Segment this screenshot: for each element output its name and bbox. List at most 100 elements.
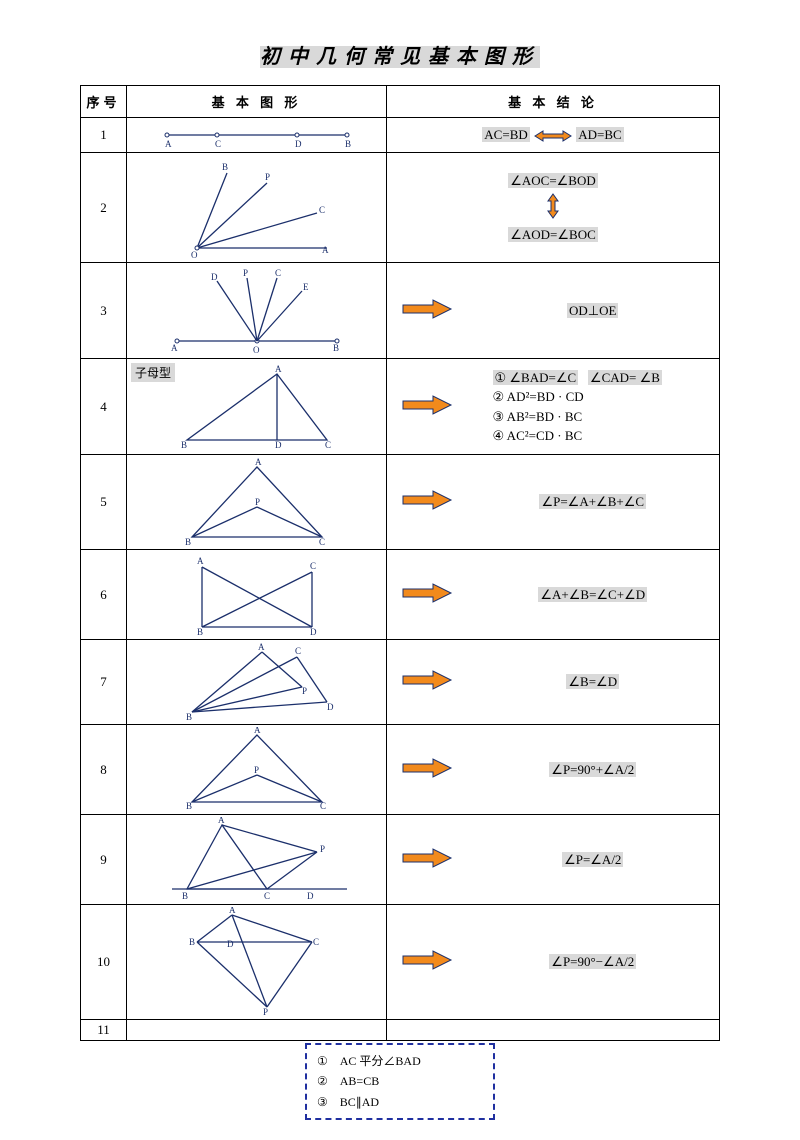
col-num: 序号 [81, 86, 127, 118]
svg-text:A: A [197, 556, 204, 566]
row-conclusion: ∠P=90°−∠A/2 [467, 905, 720, 1020]
row-arrow [387, 640, 467, 725]
svg-text:C: C [215, 139, 221, 149]
row-figure: 子母型BDCA [127, 359, 387, 455]
svg-text:A: A [165, 139, 172, 149]
svg-text:D: D [275, 440, 282, 450]
svg-text:C: C [319, 205, 325, 215]
table-row: 8 A P B C ∠P=90°+∠A/2 [81, 725, 720, 815]
svg-text:A: A [322, 245, 329, 255]
footnote-line: ① AC 平分∠BAD [317, 1051, 483, 1071]
row-figure: ACDB [127, 118, 387, 153]
row-num: 6 [81, 550, 127, 640]
svg-text:C: C [295, 646, 301, 656]
svg-text:B: B [185, 537, 191, 547]
svg-text:P: P [243, 268, 248, 278]
svg-text:A: A [255, 457, 262, 467]
row-num: 4 [81, 359, 127, 455]
svg-text:P: P [263, 1007, 268, 1017]
svg-text:C: C [319, 537, 325, 547]
row-num: 1 [81, 118, 127, 153]
row-figure: AOBDPCE [127, 263, 387, 359]
row-conclusion: AC=BD AD=BC [387, 118, 720, 153]
row-num: 8 [81, 725, 127, 815]
svg-text:D: D [307, 891, 314, 901]
svg-text:D: D [227, 939, 234, 949]
svg-text:O: O [191, 250, 198, 258]
table-row: 7ACBPD∠B=∠D [81, 640, 720, 725]
svg-text:P: P [255, 497, 260, 507]
row-figure: A P B C [127, 725, 387, 815]
table-row: 5 A P B C ∠P=∠A+∠B+∠C [81, 455, 720, 550]
table-row: 2OABPC∠AOC=∠BOD∠AOD=∠BOC [81, 153, 720, 263]
svg-text:C: C [310, 561, 316, 571]
row-conclusion: ∠P=90°+∠A/2 [467, 725, 720, 815]
table-row: 6ABCD∠A+∠B=∠C+∠D [81, 550, 720, 640]
row-num: 3 [81, 263, 127, 359]
svg-text:B: B [181, 440, 187, 450]
row-figure: A P B C [127, 455, 387, 550]
row-num: 11 [81, 1020, 127, 1041]
svg-text:C: C [275, 268, 281, 278]
row-conclusion: OD⊥OE [467, 263, 720, 359]
svg-text:B: B [182, 891, 188, 901]
row-arrow [387, 455, 467, 550]
col-con: 基 本 结 论 [387, 86, 720, 118]
row-conclusion: ∠P=∠A+∠B+∠C [467, 455, 720, 550]
row-num: 10 [81, 905, 127, 1020]
svg-text:C: C [313, 937, 319, 947]
svg-text:B: B [333, 343, 339, 353]
row-figure: ACBPD [127, 640, 387, 725]
row-conclusion [387, 1020, 720, 1041]
row-figure: OABPC [127, 153, 387, 263]
table-row: 11 [81, 1020, 720, 1041]
row-num: 9 [81, 815, 127, 905]
row-figure: ABCD [127, 550, 387, 640]
row-conclusion: ∠AOC=∠BOD∠AOD=∠BOC [387, 153, 720, 263]
table-row: 10 A B D C P ∠P=90°−∠A/2 [81, 905, 720, 1020]
row-arrow [387, 263, 467, 359]
row-figure: A B C D P [127, 815, 387, 905]
row-num: 5 [81, 455, 127, 550]
svg-text:E: E [303, 282, 309, 292]
row-conclusion: ∠P=∠A/2 [467, 815, 720, 905]
page: 初中几何常见基本图形 序号 基 本 图 形 基 本 结 论 1 A C D B AC=BD… [0, 0, 800, 1140]
row-num: 7 [81, 640, 127, 725]
row-figure: A B D C P [127, 905, 387, 1020]
row-conclusion: ∠B=∠D [467, 640, 720, 725]
table-row: 1ACDBAC=BD AD=BC [81, 118, 720, 153]
svg-text:C: C [264, 891, 270, 901]
col-fig: 基 本 图 形 [127, 86, 387, 118]
svg-text:B: B [222, 162, 228, 172]
table-row: 3AOBDPCEOD⊥OE [81, 263, 720, 359]
row-conclusion: ① ∠BAD=∠C ∠CAD= ∠B② AD²=BD · CD③ AB²=BD … [467, 359, 720, 455]
svg-text:A: A [254, 727, 261, 735]
table-row: 4子母型BDCA① ∠BAD=∠C ∠CAD= ∠B② AD²=BD · CD③… [81, 359, 720, 455]
svg-text:C: C [325, 440, 331, 450]
footnote-line: ③ BC∥AD [317, 1092, 483, 1112]
svg-text:B: B [186, 801, 192, 811]
svg-text:P: P [254, 765, 259, 775]
page-title: 初中几何常见基本图形 [80, 40, 720, 69]
footnote-box: ① AC 平分∠BAD ② AB=CB ③ BC∥AD [305, 1043, 495, 1120]
row-num: 2 [81, 153, 127, 263]
svg-text:B: B [186, 712, 192, 722]
svg-text:A: A [275, 364, 282, 374]
svg-text:C: C [320, 801, 326, 811]
svg-text:B: B [197, 627, 203, 637]
row-arrow [387, 815, 467, 905]
row-arrow [387, 550, 467, 640]
table-row: 9 A B C D P ∠P=∠A/2 [81, 815, 720, 905]
svg-text:A: A [229, 907, 236, 915]
footnote-line: ② AB=CB [317, 1071, 483, 1091]
row-conclusion: ∠A+∠B=∠C+∠D [467, 550, 720, 640]
table-header-row: 序号 基 本 图 形 基 本 结 论 [81, 86, 720, 118]
svg-text:P: P [320, 844, 325, 854]
row-arrow [387, 359, 467, 455]
row-arrow [387, 725, 467, 815]
svg-text:D: D [327, 702, 334, 712]
svg-text:A: A [218, 817, 225, 825]
svg-text:A: A [171, 343, 178, 353]
row-figure [127, 1020, 387, 1041]
svg-text:B: B [189, 937, 195, 947]
